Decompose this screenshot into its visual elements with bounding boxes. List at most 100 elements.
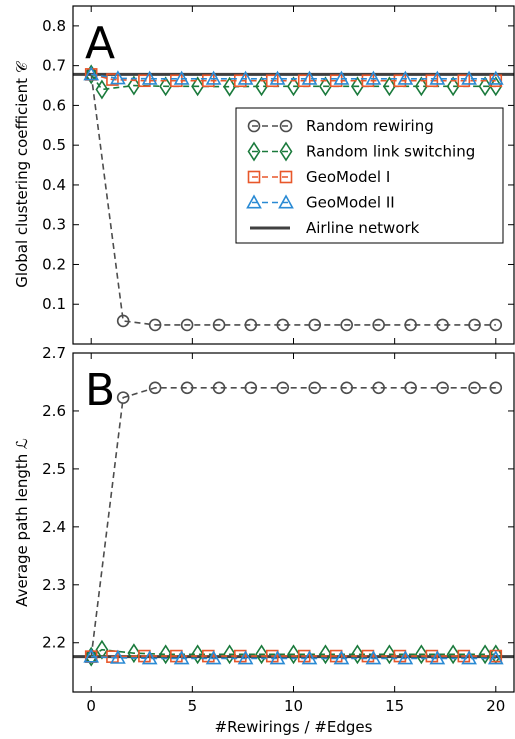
legend-entry-random-rewiring: Random rewiring	[247, 117, 434, 135]
data-point-geomodel-ii	[301, 650, 318, 665]
data-point-geomodel-ii	[429, 650, 446, 665]
series-line-random-link-switching	[90, 648, 496, 658]
data-point-random-rewiring	[489, 381, 503, 395]
data-point-random-link-switching	[382, 644, 396, 665]
data-point-random-rewiring	[148, 381, 162, 395]
legend-entry-random-link-switching: Random link switching	[247, 141, 475, 162]
data-point-random-link-switching	[350, 644, 364, 665]
data-point-random-rewiring	[276, 381, 290, 395]
data-point-geomodel-ii	[141, 70, 158, 85]
legend-label: GeoModel I	[306, 168, 390, 186]
legend-entry-geomodel-ii: GeoModel II	[246, 194, 395, 212]
data-point-random-link-switching	[287, 644, 300, 665]
series-line-geomodel-ii	[91, 655, 496, 660]
data-point-random-rewiring	[244, 318, 258, 332]
data-point-geomodel-ii	[205, 650, 222, 665]
data-point-geomodel-ii	[110, 70, 126, 85]
x-tick-label: 0	[86, 697, 96, 715]
data-point-random-rewiring	[436, 318, 449, 332]
data-point-random-link-switching	[350, 76, 364, 97]
panel-label: B	[85, 365, 115, 416]
data-point-random-rewiring	[180, 381, 194, 395]
y-tick-label: 2.5	[42, 460, 66, 478]
y-tick-label: 0.2	[42, 255, 66, 273]
data-point-geomodel-ii	[83, 66, 100, 81]
data-point-random-link-switching	[223, 76, 237, 97]
x-axis-label: #Rewirings / #Edges	[215, 718, 373, 736]
x-tick-label: 15	[385, 697, 404, 715]
data-point-random-link-switching	[127, 75, 141, 96]
data-point-random-rewiring	[372, 318, 385, 332]
data-point-random-rewiring	[212, 381, 226, 395]
y-tick-label: 2.2	[42, 634, 66, 652]
data-point-random-link-switching	[95, 639, 109, 660]
legend-entry-airline-network: Airline network	[250, 219, 420, 237]
series-line-random-rewiring	[90, 386, 496, 657]
data-point-random-link-switching	[159, 76, 173, 97]
data-point-random-link-switching	[319, 76, 332, 97]
data-point-geomodel-i	[233, 74, 247, 88]
y-axis-label: Global clustering coefficient 𝒞	[13, 60, 31, 288]
data-point-random-rewiring	[340, 318, 354, 332]
data-point-random-rewiring	[340, 381, 354, 395]
x-tick-label: 10	[284, 697, 303, 715]
panel-b: 0 5 10 15 20 2.2 2.3 2.4 2.5 2.6 2.7 Average path l…	[13, 344, 515, 736]
series-line-geomodel-ii	[91, 73, 496, 80]
data-point-random-rewiring	[308, 318, 322, 332]
data-point-random-link-switching	[159, 644, 173, 665]
data-point-geomodel-ii	[461, 650, 477, 665]
data-point-geomodel-ii	[397, 70, 414, 85]
data-point-geomodel-i	[297, 74, 311, 88]
data-point-random-link-switching	[127, 643, 141, 664]
legend-marker	[247, 141, 261, 162]
data-point-random-link-switching	[414, 76, 428, 97]
data-point-random-link-switching	[414, 644, 428, 665]
data-point-random-link-switching	[255, 644, 268, 665]
data-point-geomodel-ii	[487, 650, 504, 665]
data-point-random-rewiring	[404, 318, 417, 332]
y-tick-label: 0.6	[42, 96, 66, 114]
data-point-random-link-switching	[84, 64, 98, 85]
data-point-random-link-switching	[191, 644, 205, 665]
data-point-geomodel-ii	[461, 70, 477, 85]
y-tick-label: 2.7	[42, 344, 66, 362]
data-point-random-link-switching	[382, 76, 396, 97]
data-point-geomodel-ii	[333, 650, 350, 665]
data-point-random-rewiring	[468, 318, 481, 332]
data-point-geomodel-ii	[365, 70, 382, 85]
data-point-geomodel-ii	[397, 650, 414, 665]
data-point-geomodel-ii	[487, 70, 504, 85]
legend-marker	[279, 170, 293, 184]
legend-entry-geomodel-i: GeoModel I	[247, 168, 390, 186]
data-point-geomodel-i	[265, 74, 279, 88]
data-point-geomodel-ii	[83, 648, 100, 663]
legend: Random rewiring Random link switching GeoM…	[235, 107, 504, 244]
y-tick-label: 0.3	[42, 216, 66, 234]
data-point-random-rewiring	[308, 381, 322, 395]
data-point-geomodel-i	[329, 74, 343, 88]
data-point-random-rewiring	[372, 381, 385, 395]
legend-marker	[279, 141, 293, 162]
data-point-random-link-switching	[446, 644, 460, 665]
data-point-geomodel-ii	[301, 70, 318, 85]
data-point-geomodel-i	[202, 74, 215, 88]
panel-a: 0.1 0.2 0.3 0.4 0.5 0.6 0.7 0.8 Global clusterin…	[13, 5, 515, 345]
data-point-geomodel-i	[393, 74, 407, 88]
x-tick-label: 20	[486, 697, 505, 715]
data-point-random-link-switching	[287, 76, 300, 97]
legend-label: Random rewiring	[306, 117, 434, 135]
data-point-random-rewiring	[180, 318, 194, 332]
data-point-random-link-switching	[446, 76, 460, 97]
data-point-random-link-switching	[191, 76, 205, 97]
data-point-geomodel-ii	[173, 650, 190, 665]
data-point-random-rewiring	[148, 318, 162, 332]
data-point-geomodel-i	[457, 74, 471, 88]
data-point-random-link-switching	[95, 79, 109, 100]
data-point-random-rewiring	[116, 391, 130, 404]
data-point-geomodel-i	[361, 74, 375, 88]
y-tick-label: 0.8	[42, 17, 66, 35]
data-point-geomodel-ii	[333, 70, 350, 85]
legend-marker	[278, 194, 294, 209]
data-point-geomodel-ii	[110, 649, 126, 664]
